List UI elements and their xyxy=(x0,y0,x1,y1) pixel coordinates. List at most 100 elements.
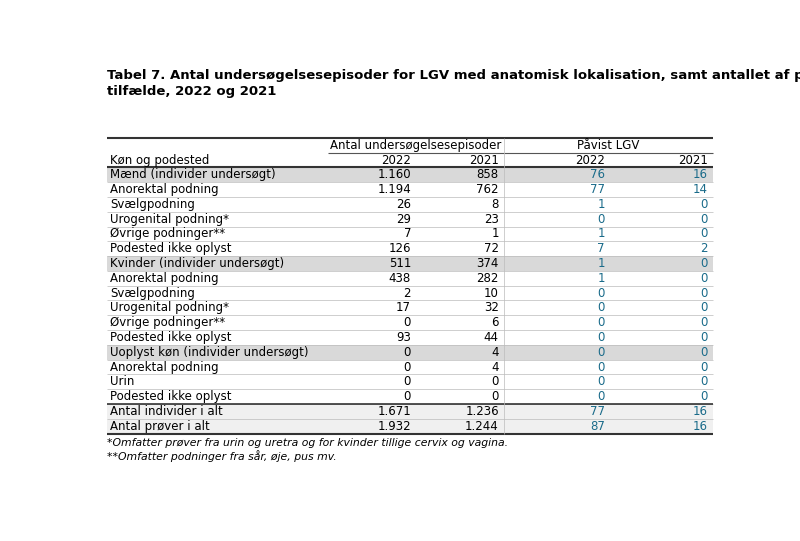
Text: 4: 4 xyxy=(491,346,499,359)
Text: 762: 762 xyxy=(476,183,499,196)
Text: 438: 438 xyxy=(389,272,411,285)
Bar xyxy=(107,345,713,360)
Text: 16: 16 xyxy=(693,405,708,418)
Text: 0: 0 xyxy=(700,272,708,285)
Text: 1.194: 1.194 xyxy=(378,183,411,196)
Bar xyxy=(107,300,713,315)
Bar xyxy=(107,360,713,374)
Text: 87: 87 xyxy=(590,420,605,433)
Text: 0: 0 xyxy=(700,331,708,344)
Text: 77: 77 xyxy=(590,183,605,196)
Text: 0: 0 xyxy=(700,287,708,300)
Text: 0: 0 xyxy=(700,257,708,270)
Bar xyxy=(107,374,713,389)
Bar xyxy=(107,315,713,330)
Text: 14: 14 xyxy=(693,183,708,196)
Text: 0: 0 xyxy=(700,198,708,211)
Text: Podested ikke oplyst: Podested ikke oplyst xyxy=(110,390,231,403)
Bar xyxy=(107,404,713,419)
Text: Øvrige podninger**: Øvrige podninger** xyxy=(110,227,225,240)
Text: Tabel 7. Antal undersøgelsesepisoder for LGV med anatomisk lokalisation, samt an: Tabel 7. Antal undersøgelsesepisoder for… xyxy=(107,67,800,97)
Text: 44: 44 xyxy=(484,331,499,344)
Text: 1.932: 1.932 xyxy=(378,420,411,433)
Text: **Omfatter podninger fra sår, øje, pus mv.: **Omfatter podninger fra sår, øje, pus m… xyxy=(107,450,337,462)
Text: 0: 0 xyxy=(404,316,411,329)
Text: 1: 1 xyxy=(598,227,605,240)
Text: 374: 374 xyxy=(477,257,499,270)
Text: 32: 32 xyxy=(484,301,499,314)
Bar xyxy=(107,241,713,256)
Text: 0: 0 xyxy=(700,346,708,359)
Text: 1.236: 1.236 xyxy=(466,405,499,418)
Text: 26: 26 xyxy=(396,198,411,211)
Bar xyxy=(107,271,713,286)
Bar xyxy=(107,212,713,227)
Text: 0: 0 xyxy=(598,375,605,388)
Text: 2021: 2021 xyxy=(469,154,499,167)
Text: 7: 7 xyxy=(403,227,411,240)
Text: 0: 0 xyxy=(700,316,708,329)
Text: 0: 0 xyxy=(404,360,411,373)
Text: 1.671: 1.671 xyxy=(378,405,411,418)
Text: 1: 1 xyxy=(598,272,605,285)
Text: Podested ikke oplyst: Podested ikke oplyst xyxy=(110,331,231,344)
Text: 0: 0 xyxy=(700,301,708,314)
Text: 6: 6 xyxy=(491,316,499,329)
Text: 0: 0 xyxy=(700,375,708,388)
Text: 1: 1 xyxy=(598,198,605,211)
Text: 2: 2 xyxy=(403,287,411,300)
Text: Uoplyst køn (individer undersøgt): Uoplyst køn (individer undersøgt) xyxy=(110,346,309,359)
Text: 858: 858 xyxy=(477,168,499,181)
Text: 72: 72 xyxy=(484,242,499,255)
Text: 0: 0 xyxy=(491,390,499,403)
Text: 126: 126 xyxy=(389,242,411,255)
Text: Mænd (individer undersøgt): Mænd (individer undersøgt) xyxy=(110,168,275,181)
Text: 1.244: 1.244 xyxy=(465,420,499,433)
Text: 29: 29 xyxy=(396,213,411,226)
Text: 0: 0 xyxy=(598,301,605,314)
Bar xyxy=(107,197,713,212)
Text: 10: 10 xyxy=(484,287,499,300)
Text: 77: 77 xyxy=(590,405,605,418)
Text: Urin: Urin xyxy=(110,375,134,388)
Text: 282: 282 xyxy=(477,272,499,285)
Text: *Omfatter prøver fra urin og uretra og for kvinder tillige cervix og vagina.: *Omfatter prøver fra urin og uretra og f… xyxy=(107,438,509,448)
Text: 2022: 2022 xyxy=(382,154,411,167)
Text: 1: 1 xyxy=(598,257,605,270)
Text: 16: 16 xyxy=(693,168,708,181)
Text: Anorektal podning: Anorektal podning xyxy=(110,183,218,196)
Text: 0: 0 xyxy=(700,360,708,373)
Text: Køn og podested: Køn og podested xyxy=(110,154,210,167)
Text: 16: 16 xyxy=(693,420,708,433)
Bar xyxy=(107,419,713,433)
Text: Urogenital podning*: Urogenital podning* xyxy=(110,301,229,314)
Text: Anorektal podning: Anorektal podning xyxy=(110,272,218,285)
Text: 0: 0 xyxy=(491,375,499,388)
Bar xyxy=(107,330,713,345)
Text: 0: 0 xyxy=(700,213,708,226)
Text: 93: 93 xyxy=(396,331,411,344)
Text: Anorektal podning: Anorektal podning xyxy=(110,360,218,373)
Text: 7: 7 xyxy=(598,242,605,255)
Text: 76: 76 xyxy=(590,168,605,181)
Text: 8: 8 xyxy=(491,198,499,211)
Text: 0: 0 xyxy=(598,390,605,403)
Text: 0: 0 xyxy=(598,346,605,359)
Bar xyxy=(107,389,713,404)
Text: 0: 0 xyxy=(598,287,605,300)
Text: Svælgpodning: Svælgpodning xyxy=(110,287,194,300)
Text: 0: 0 xyxy=(700,227,708,240)
Text: Antal individer i alt: Antal individer i alt xyxy=(110,405,222,418)
Text: Podested ikke oplyst: Podested ikke oplyst xyxy=(110,242,231,255)
Bar xyxy=(107,286,713,300)
Bar xyxy=(107,182,713,197)
Text: 0: 0 xyxy=(404,346,411,359)
Text: Påvist LGV: Påvist LGV xyxy=(577,138,639,151)
Text: 0: 0 xyxy=(598,213,605,226)
Text: 0: 0 xyxy=(404,375,411,388)
Text: 1.160: 1.160 xyxy=(378,168,411,181)
Text: 0: 0 xyxy=(700,390,708,403)
Text: 0: 0 xyxy=(598,331,605,344)
Text: 0: 0 xyxy=(404,390,411,403)
Text: Antal undersøgelsesepisoder: Antal undersøgelsesepisoder xyxy=(330,138,502,151)
